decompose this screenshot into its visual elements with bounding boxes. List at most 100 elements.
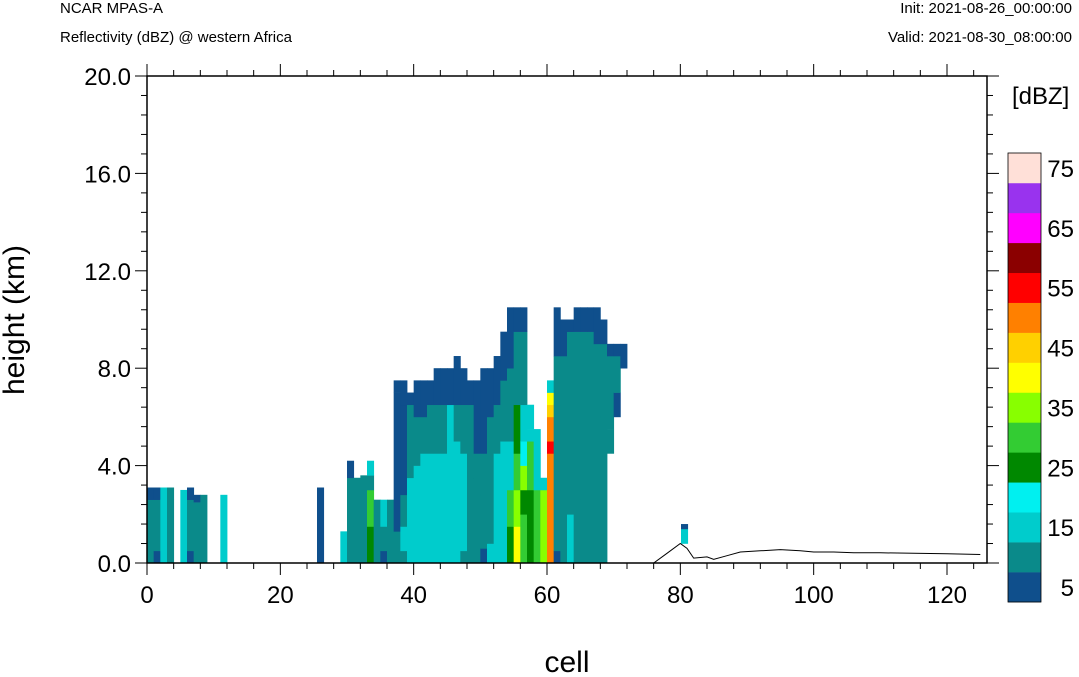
reflectivity-cell xyxy=(547,392,555,406)
reflectivity-cell xyxy=(440,368,448,406)
x-tick-label: 80 xyxy=(667,582,694,609)
colorbar-label: 75 xyxy=(1047,156,1074,183)
reflectivity-cell xyxy=(460,404,468,454)
reflectivity-cell xyxy=(460,453,468,552)
colorbar-swatch xyxy=(1008,422,1041,453)
colorbar-label: 65 xyxy=(1047,216,1074,243)
reflectivity-cell xyxy=(560,453,568,491)
model-name: NCAR MPAS-A xyxy=(60,0,164,17)
reflectivity-cell xyxy=(493,453,501,564)
reflectivity-cell xyxy=(447,453,455,564)
reflectivity-cell xyxy=(620,343,628,369)
reflectivity-cell xyxy=(153,550,161,564)
reflectivity-cell xyxy=(373,499,381,564)
colorbar-unit: [dBZ] xyxy=(1012,83,1069,110)
reflectivity-cell xyxy=(587,307,595,332)
y-axis-title: height (km) xyxy=(0,245,31,395)
axis-ticks xyxy=(135,64,999,575)
reflectivity-cell xyxy=(520,489,528,515)
reflectivity-cell xyxy=(460,368,468,406)
reflectivity-cell xyxy=(567,514,575,564)
reflectivity-cell xyxy=(433,404,441,454)
reflectivity-cell xyxy=(527,489,535,564)
colorbar-swatch xyxy=(1008,482,1041,513)
reflectivity-cell xyxy=(527,404,535,430)
reflectivity-cell xyxy=(427,453,435,564)
reflectivity-cell xyxy=(587,489,595,564)
reflectivity-cell xyxy=(533,429,541,454)
reflectivity-cell xyxy=(513,331,521,406)
reflectivity-cell xyxy=(367,526,375,564)
reflectivity-cell xyxy=(147,487,155,500)
reflectivity-cell xyxy=(520,331,528,406)
reflectivity-cell xyxy=(220,494,228,564)
colorbar-swatch xyxy=(1008,272,1041,303)
x-tick-label: 0 xyxy=(140,582,153,609)
reflectivity-cell xyxy=(553,356,561,406)
reflectivity-cell xyxy=(347,460,355,479)
plot-frame xyxy=(146,75,988,564)
colorbar-swatch xyxy=(1008,153,1041,184)
reflectivity-cell xyxy=(167,487,175,500)
reflectivity-cell xyxy=(453,441,461,564)
reflectivity-cell xyxy=(487,494,495,544)
reflectivity-cell xyxy=(200,494,208,564)
reflectivity-cell xyxy=(340,531,348,564)
colorbar-swatch xyxy=(1008,332,1041,363)
reflectivity-cell xyxy=(353,477,361,527)
reflectivity-cell xyxy=(427,380,435,406)
reflectivity-cell xyxy=(547,441,555,454)
reflectivity-cell xyxy=(317,487,325,564)
reflectivity-cell xyxy=(467,380,475,406)
reflectivity-cell xyxy=(400,550,408,564)
reflectivity-cell xyxy=(587,331,595,491)
reflectivity-cell xyxy=(407,404,415,479)
reflectivity-cell xyxy=(453,356,461,406)
reflectivity-cell xyxy=(473,380,481,454)
reflectivity-cell xyxy=(607,356,615,430)
reflectivity-cell xyxy=(547,453,555,564)
reflectivity-cell xyxy=(400,404,408,496)
reflectivity-cell xyxy=(433,368,441,406)
reflectivity-cell xyxy=(507,307,515,369)
reflectivity-cell xyxy=(520,404,528,442)
reflectivity-cell xyxy=(473,489,481,564)
reflectivity-cell xyxy=(193,502,201,552)
reflectivity-cell xyxy=(487,368,495,418)
reflectivity-cell xyxy=(440,453,448,564)
reflectivity-cell xyxy=(553,499,561,552)
reflectivity-cell xyxy=(573,307,581,332)
reflectivity-cell xyxy=(507,489,515,527)
reflectivity-cell xyxy=(613,356,621,393)
reflectivity-cell xyxy=(553,550,561,564)
reflectivity-cell xyxy=(567,319,575,332)
reflectivity-cell xyxy=(600,343,608,418)
colorbar-swatch xyxy=(1008,542,1041,573)
reflectivity-cell xyxy=(407,392,415,406)
reflectivity-cell xyxy=(367,460,375,476)
colorbar: 5 15 25 35 45 55 65 75 xyxy=(1007,152,1074,603)
reflectivity-cell xyxy=(413,380,421,418)
reflectivity-cell xyxy=(393,392,401,500)
reflectivity-cell xyxy=(420,453,428,564)
y-tick-label: 20.0 xyxy=(84,64,131,91)
reflectivity-cell xyxy=(393,499,401,532)
reflectivity-cell xyxy=(560,319,568,357)
reflectivity-cell xyxy=(493,404,501,454)
y-tick-label: 4.0 xyxy=(98,454,131,481)
x-tick-label: 60 xyxy=(534,582,561,609)
reflectivity-cell xyxy=(573,499,581,564)
reflectivity-cell xyxy=(553,404,561,500)
reflectivity-cell xyxy=(420,380,428,418)
reflectivity-cell xyxy=(360,475,368,530)
reflectivity-cell xyxy=(513,453,521,491)
reflectivity-cell xyxy=(160,487,168,500)
reflectivity-cell xyxy=(527,441,535,491)
reflectivity-cell xyxy=(533,453,541,491)
colorbar-swatch xyxy=(1008,242,1041,274)
reflectivity-cell xyxy=(513,489,521,527)
reflectivity-cell xyxy=(187,499,195,552)
reflectivity-cell xyxy=(573,331,581,500)
reflectivity-cell xyxy=(160,499,168,564)
reflectivity-cell xyxy=(480,548,488,564)
